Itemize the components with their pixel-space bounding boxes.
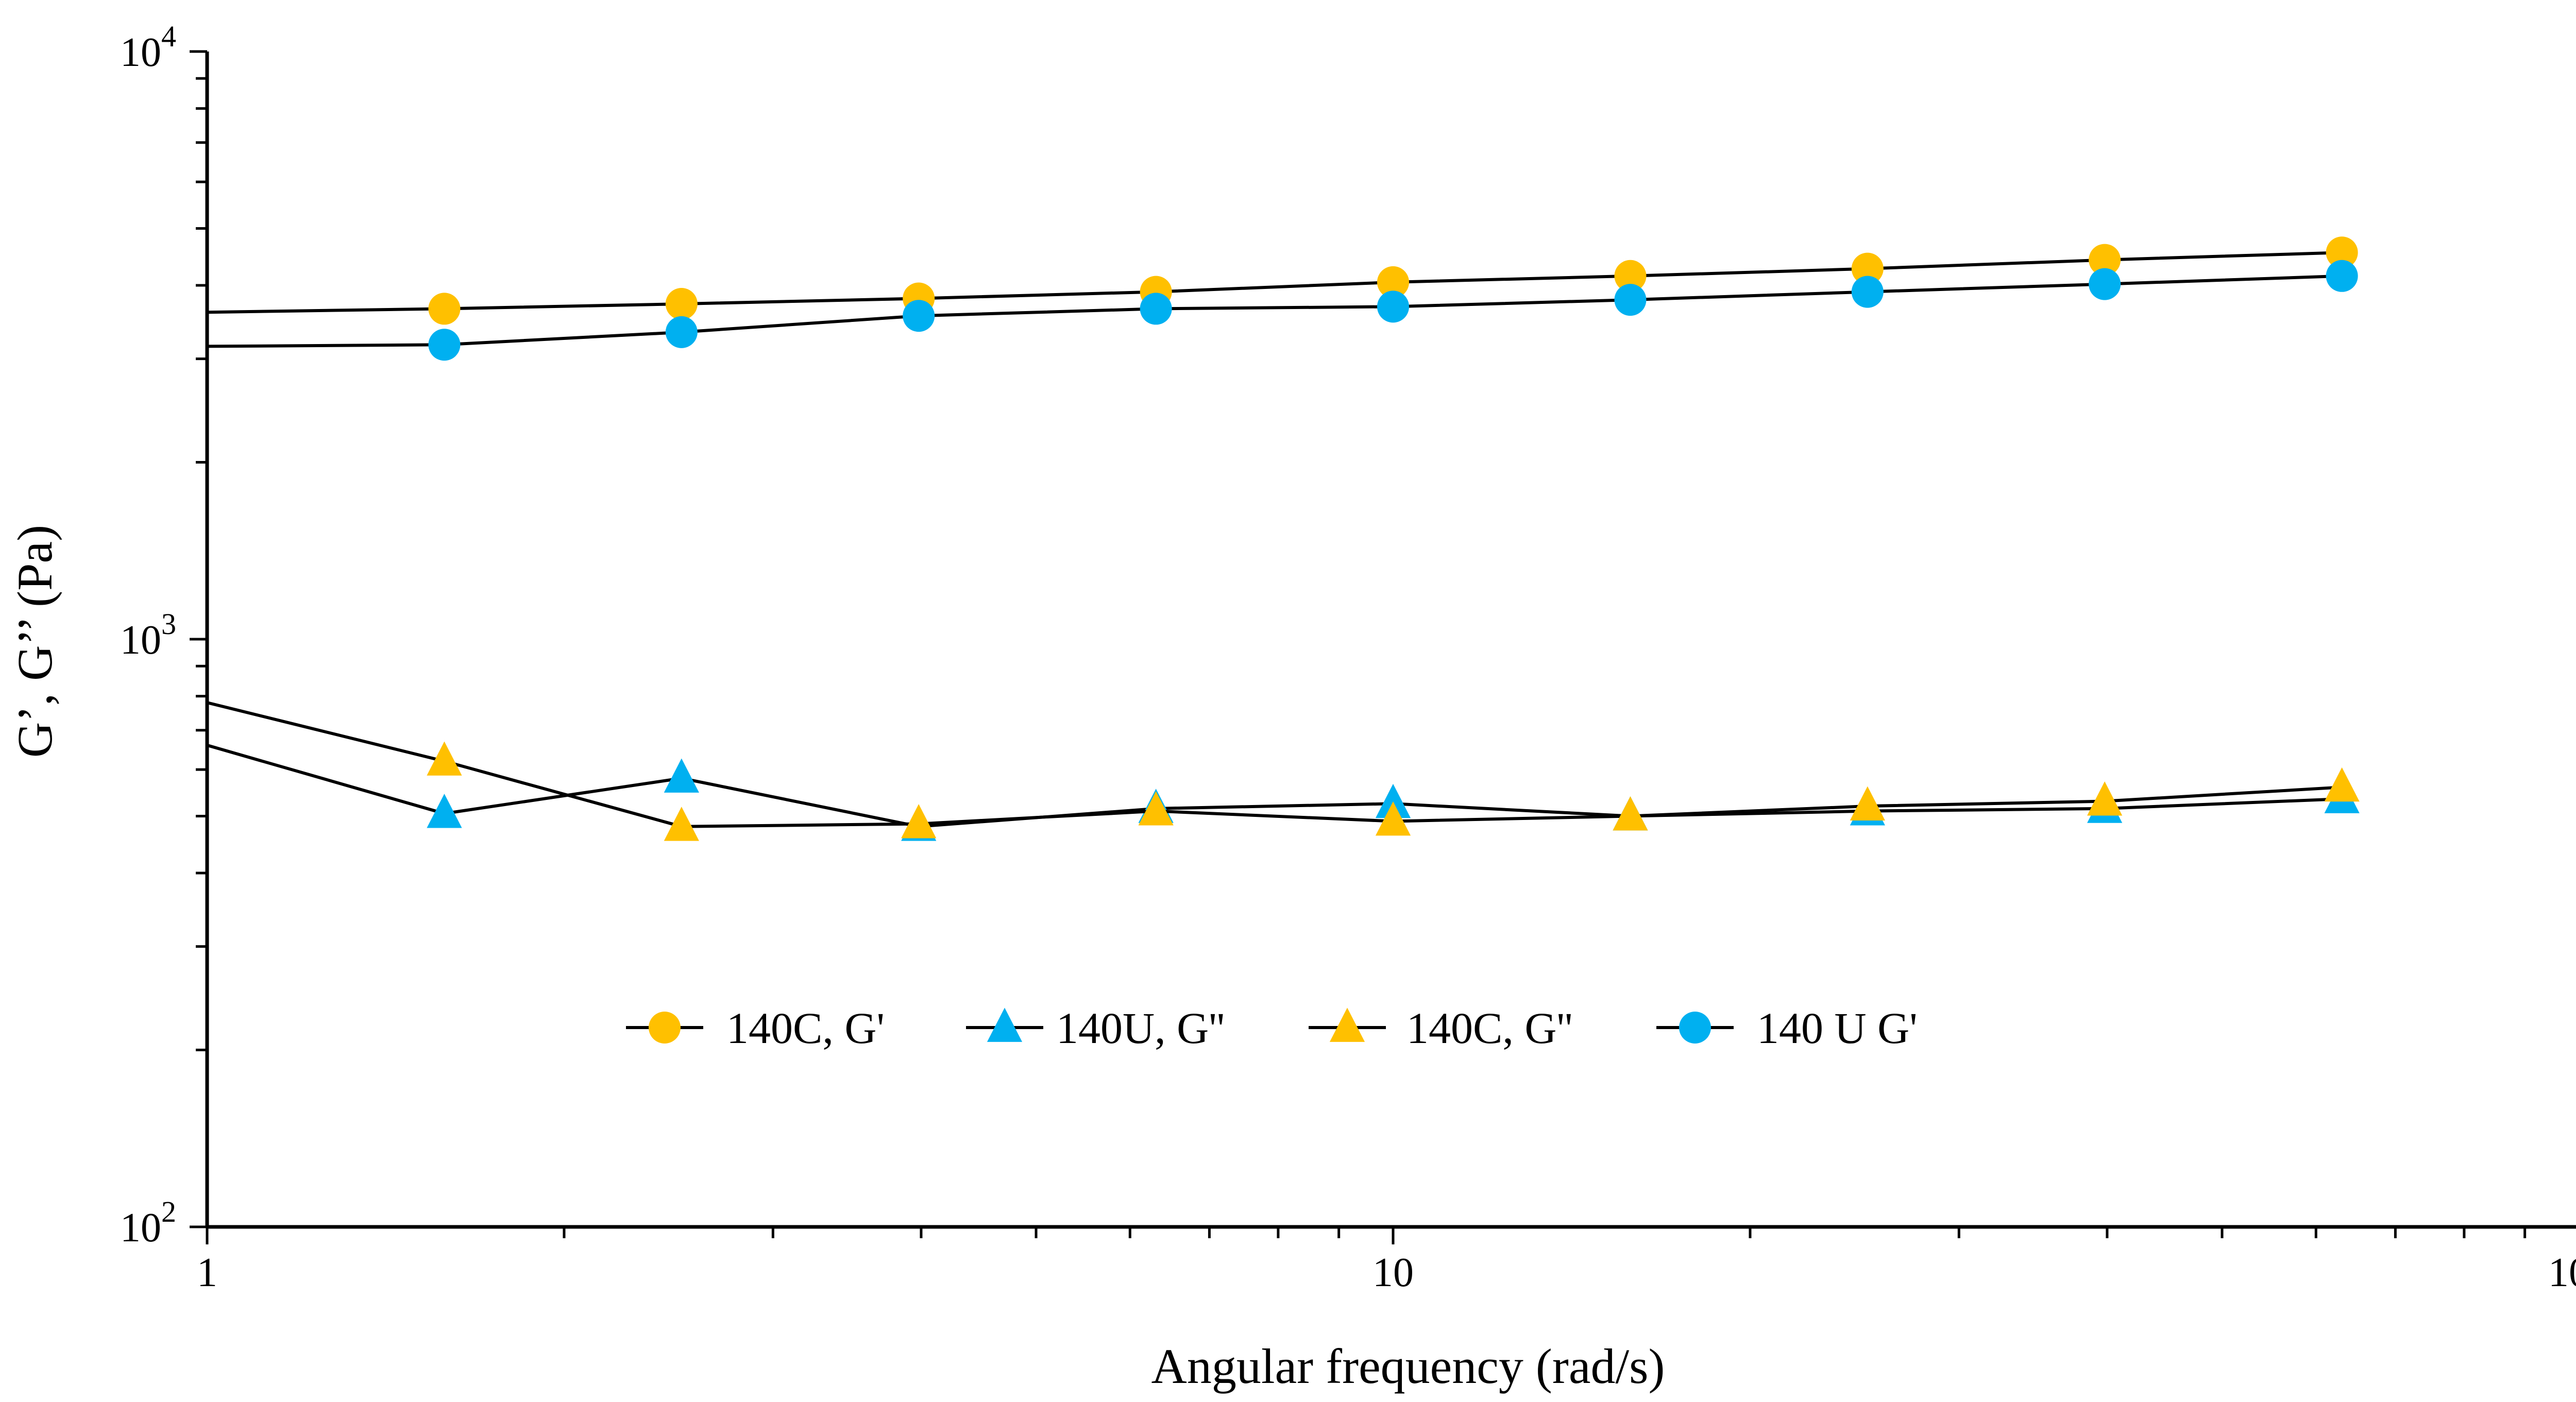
y-tick-label: 104 (120, 20, 176, 75)
legend-item-3: 140C, G'' (1309, 1003, 1572, 1053)
y-tick-label: 103 (120, 607, 176, 663)
legend-item-4: 140 U G' (1656, 1003, 1918, 1053)
legend: 140C, G' 140U, G'' 140C, G'' 140 U G' (626, 1003, 1918, 1053)
legend-label: 140C, G' (726, 1003, 885, 1053)
legend-marker (1679, 1012, 1711, 1044)
y-axis-title: G’, G’’ (Pa) (7, 525, 62, 758)
x-tick-label: 1 (197, 1250, 217, 1295)
series-layer (207, 236, 2360, 841)
data-point (665, 288, 698, 320)
data-point (1375, 783, 1411, 818)
legend-marker (1329, 1007, 1365, 1042)
data-point (2087, 781, 2123, 816)
data-point (1377, 290, 1409, 323)
series-line (207, 744, 2342, 828)
legend-label: 140U, G'' (1056, 1003, 1225, 1053)
data-point (664, 758, 699, 793)
data-point (1851, 252, 1884, 285)
data-point (2326, 260, 2358, 292)
data-point (903, 300, 935, 332)
legend-marker (649, 1012, 681, 1044)
data-point (1138, 791, 1174, 826)
data-point (1850, 786, 1885, 820)
data-point (1613, 796, 1648, 831)
series-3 (207, 701, 2360, 841)
series-line (207, 274, 2342, 348)
data-point (1377, 266, 1409, 298)
data-point (1614, 284, 1647, 316)
y-tick-label: 102 (120, 1195, 176, 1251)
data-point (428, 293, 461, 325)
data-point (1140, 293, 1172, 325)
data-point (1851, 276, 1884, 308)
series-1 (207, 236, 2358, 325)
axes-layer: 102 103 104 1 10 100 (120, 20, 2576, 1295)
legend-item-1: 140C, G' (626, 1003, 885, 1053)
data-point (1614, 260, 1647, 292)
legend-label: 140C, G'' (1406, 1003, 1572, 1053)
x-tick-label: 100 (2548, 1250, 2576, 1295)
data-point (2089, 244, 2121, 276)
legend-label: 140 U G' (1757, 1003, 1918, 1053)
data-point (1375, 801, 1411, 836)
data-point (2089, 268, 2121, 300)
series-line (207, 701, 2342, 828)
legend-item-2: 140U, G'' (966, 1003, 1225, 1053)
data-point (901, 804, 937, 839)
data-point (427, 741, 462, 776)
x-tick-label: 10 (1372, 1250, 1414, 1295)
series-4 (207, 260, 2358, 361)
data-point (2324, 767, 2360, 802)
data-point (665, 316, 698, 348)
legend-marker (987, 1007, 1023, 1042)
data-point (664, 807, 699, 841)
data-point (2326, 236, 2358, 269)
series-line (207, 251, 2342, 314)
data-point (428, 329, 461, 361)
x-axis-title: Angular frequency (rad/s) (1151, 1339, 1665, 1394)
data-point (427, 794, 462, 828)
